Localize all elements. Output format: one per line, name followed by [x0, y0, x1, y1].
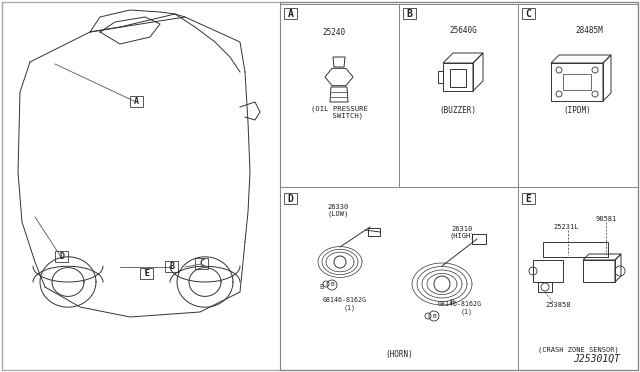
- Bar: [472, 234, 486, 244]
- Bar: [551, 63, 603, 101]
- Bar: [165, 261, 178, 272]
- Bar: [518, 187, 638, 370]
- Text: 26310: 26310: [451, 226, 472, 232]
- Text: 08146-8162G: 08146-8162G: [438, 301, 482, 307]
- Text: D: D: [287, 193, 293, 203]
- Text: (HIGH): (HIGH): [449, 233, 475, 239]
- Text: E: E: [525, 193, 531, 203]
- Text: B: B: [432, 314, 436, 318]
- Text: (OIL PRESSURE
    SWITCH): (OIL PRESSURE SWITCH): [310, 105, 367, 119]
- Text: 25231L: 25231L: [553, 224, 579, 230]
- Text: B: B: [450, 299, 454, 305]
- Text: 98581: 98581: [595, 216, 616, 222]
- Text: 25640G: 25640G: [449, 26, 477, 35]
- Text: 253858: 253858: [545, 302, 571, 308]
- Text: (CRASH ZONE SENSOR): (CRASH ZONE SENSOR): [538, 347, 618, 353]
- Bar: [284, 8, 297, 19]
- Bar: [140, 268, 153, 279]
- Text: (1): (1): [461, 309, 473, 315]
- Bar: [443, 63, 473, 91]
- Bar: [399, 4, 518, 187]
- Text: 08146-8162G: 08146-8162G: [323, 297, 367, 303]
- Text: C: C: [525, 9, 531, 19]
- Text: (1): (1): [344, 305, 356, 311]
- Text: A: A: [134, 97, 139, 106]
- Text: (LOW): (LOW): [328, 211, 349, 217]
- Bar: [280, 187, 518, 370]
- Bar: [195, 258, 208, 269]
- Text: B: B: [330, 282, 334, 288]
- Bar: [438, 71, 443, 83]
- Bar: [130, 96, 143, 107]
- Bar: [522, 8, 535, 19]
- Text: B: B: [406, 9, 412, 19]
- Bar: [518, 4, 638, 187]
- Text: (BUZZER): (BUZZER): [440, 106, 477, 115]
- Bar: [522, 193, 535, 204]
- Text: 25240: 25240: [323, 28, 346, 36]
- Bar: [55, 251, 68, 262]
- Text: J25301QT: J25301QT: [573, 354, 620, 364]
- Text: B: B: [320, 284, 324, 290]
- Bar: [284, 193, 297, 204]
- Bar: [368, 228, 380, 236]
- Text: 28485M: 28485M: [575, 26, 603, 35]
- Text: B: B: [169, 262, 174, 271]
- Text: (HORN): (HORN): [385, 350, 413, 359]
- Text: 26330: 26330: [328, 204, 349, 210]
- Bar: [538, 282, 552, 292]
- Text: (IPDM): (IPDM): [563, 106, 591, 115]
- Bar: [450, 69, 466, 87]
- Bar: [563, 74, 591, 90]
- Bar: [280, 2, 638, 370]
- Bar: [403, 8, 416, 19]
- Text: E: E: [144, 269, 149, 278]
- Bar: [280, 4, 399, 187]
- Text: D: D: [59, 252, 64, 261]
- Bar: [533, 260, 563, 282]
- Text: C: C: [199, 259, 204, 268]
- Text: A: A: [287, 9, 293, 19]
- Bar: [583, 260, 615, 282]
